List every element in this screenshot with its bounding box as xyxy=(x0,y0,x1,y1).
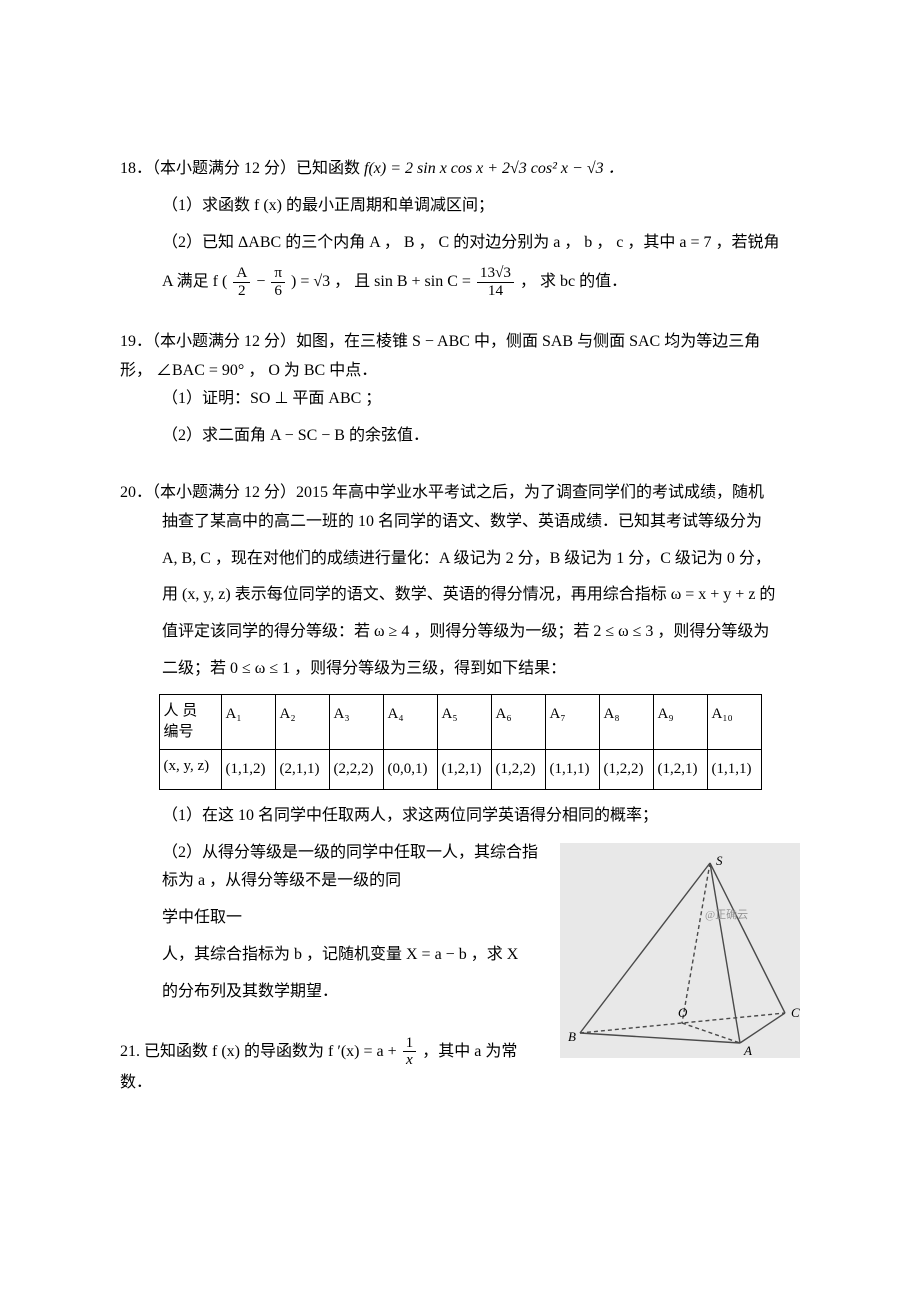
frac-pi6-den: 6 xyxy=(271,283,285,300)
cell: (1,2,1) xyxy=(653,749,707,789)
col-A10: A₁₀ xyxy=(707,694,761,749)
svg-text:B: B xyxy=(568,1029,576,1044)
col-A1: A₁ xyxy=(221,694,275,749)
cell: (1,1,1) xyxy=(707,749,761,789)
p20-sub1: （1）在这 10 名同学中任取两人，求这两位同学英语得分相同的概率； xyxy=(120,802,800,831)
p18-sub1: （1）求函数 f (x) 的最小正周期和单调减区间； xyxy=(120,192,800,221)
svg-text:C: C xyxy=(791,1005,800,1020)
svg-text:@正确云: @正确云 xyxy=(705,908,748,921)
svg-text:O: O xyxy=(678,1005,688,1020)
p20-l1: 20．（本小题满分 12 分）2015 年高中学业水平考试之后，为了调查同学们的… xyxy=(120,479,800,508)
frac-13r3-14: 13√314 xyxy=(477,265,514,299)
col-A6: A₆ xyxy=(491,694,545,749)
col-A7: A₇ xyxy=(545,694,599,749)
frac-A2-num: A xyxy=(233,265,250,283)
p21-l1a: 21. 已知函数 f (x) 的导函数为 f ′(x) = a + xyxy=(120,1042,401,1059)
col-A9: A₉ xyxy=(653,694,707,749)
tetrahedron-svg: S B A C O @正确云 xyxy=(560,843,800,1058)
row1-head: 人 员 编号 xyxy=(159,694,221,749)
p18-sub2b: A 满足 f ( A2 − π6 ) = √3 ， 且 sin B + sin … xyxy=(120,265,800,299)
col-A8: A₈ xyxy=(599,694,653,749)
p18-sub2a: （2）已知 ΔABC 的三个内角 A ， B ， C 的对边分别为 a ， b … xyxy=(120,229,800,258)
p18-header: 18．（本小题满分 12 分）已知函数 f(x) = 2 sin x cos x… xyxy=(120,155,800,184)
p18-sub2b-pre: A 满足 f ( xyxy=(162,273,227,290)
frac-A2-den: 2 xyxy=(233,283,250,300)
svg-text:S: S xyxy=(716,853,723,868)
table-row: 人 员 编号 A₁ A₂ A₃ A₄ A₅ A₆ A₇ A₈ A₉ A₁₀ xyxy=(159,694,761,749)
cell: (2,1,1) xyxy=(275,749,329,789)
frac-14-den: 14 xyxy=(477,283,514,300)
problem-19: 19．（本小题满分 12 分）如图，在三棱锥 S − ABC 中，侧面 SAB … xyxy=(120,328,800,451)
p21-l2: 数． xyxy=(120,1069,800,1098)
p18-sub2b-end: ， 求 bc 的值． xyxy=(520,273,627,290)
p20-l4: 用 (x, y, z) 表示每位同学的语文、数学、英语的得分情况，再用综合指标 … xyxy=(120,581,800,610)
cell: (1,2,2) xyxy=(599,749,653,789)
frac-1x-den: x xyxy=(403,1052,417,1069)
svg-text:A: A xyxy=(743,1043,752,1058)
p20-l5: 值评定该同学的得分等级：若 ω ≥ 4 ，则得分等级为一级；若 2 ≤ ω ≤ … xyxy=(120,618,800,647)
p20-l3: A, B, C ，现在对他们的成绩进行量化：A 级记为 2 分，B 级记为 1 … xyxy=(120,545,800,574)
p18-sub2b-mid: ) = √3 ， 且 sin B + sin C = xyxy=(291,273,475,290)
cell: (1,2,1) xyxy=(437,749,491,789)
p19-sub2: （2）求二面角 A − SC − B 的余弦值． xyxy=(120,422,800,451)
p19-l2: 形， ∠BAC = 90° ， O 为 BC 中点． xyxy=(120,357,800,386)
cell: (0,0,1) xyxy=(383,749,437,789)
p18-func: f(x) = 2 sin x cos x + 2√3 cos² x − √3 ． xyxy=(364,160,624,177)
frac-13-num: 13√3 xyxy=(477,265,514,283)
p20-l6: 二级；若 0 ≤ ω ≤ 1 ，则得分等级为三级，得到如下结果： xyxy=(120,655,800,684)
p20-l2: 抽查了某高中的高二一班的 10 名同学的语文、数学、英语成绩．已知其考试等级分为 xyxy=(120,508,800,537)
col-A4: A₄ xyxy=(383,694,437,749)
frac-A2: A2 xyxy=(233,265,250,299)
p18-minus: − xyxy=(256,273,269,290)
col-A5: A₅ xyxy=(437,694,491,749)
cell: (1,2,2) xyxy=(491,749,545,789)
cell: (1,1,1) xyxy=(545,749,599,789)
frac-1x: 1x xyxy=(403,1035,417,1069)
col-A3: A₃ xyxy=(329,694,383,749)
frac-pi6-num: π xyxy=(271,265,285,283)
p21-l1b: ，其中 a 为常 xyxy=(422,1042,517,1059)
cell: (2,2,2) xyxy=(329,749,383,789)
p19-l1: 19．（本小题满分 12 分）如图，在三棱锥 S − ABC 中，侧面 SAB … xyxy=(120,328,800,357)
p19-sub1: （1）证明：SO ⊥ 平面 ABC ； xyxy=(120,385,800,414)
score-table: 人 员 编号 A₁ A₂ A₃ A₄ A₅ A₆ A₇ A₈ A₉ A₁₀ (x… xyxy=(159,694,762,790)
problem-20: 20．（本小题满分 12 分）2015 年高中学业水平考试之后，为了调查同学们的… xyxy=(120,479,800,1007)
col-A2: A₂ xyxy=(275,694,329,749)
table-row: (x, y, z) (1,1,2) (2,1,1) (2,2,2) (0,0,1… xyxy=(159,749,761,789)
cell: (1,1,2) xyxy=(221,749,275,789)
problem-18: 18．（本小题满分 12 分）已知函数 f(x) = 2 sin x cos x… xyxy=(120,155,800,300)
tetrahedron-figure: S B A C O @正确云 xyxy=(560,843,800,1058)
p18-head-text: 18．（本小题满分 12 分）已知函数 xyxy=(120,160,364,177)
frac-1x-num: 1 xyxy=(403,1035,417,1053)
frac-pi6: π6 xyxy=(271,265,285,299)
row2-head: (x, y, z) xyxy=(159,749,221,789)
